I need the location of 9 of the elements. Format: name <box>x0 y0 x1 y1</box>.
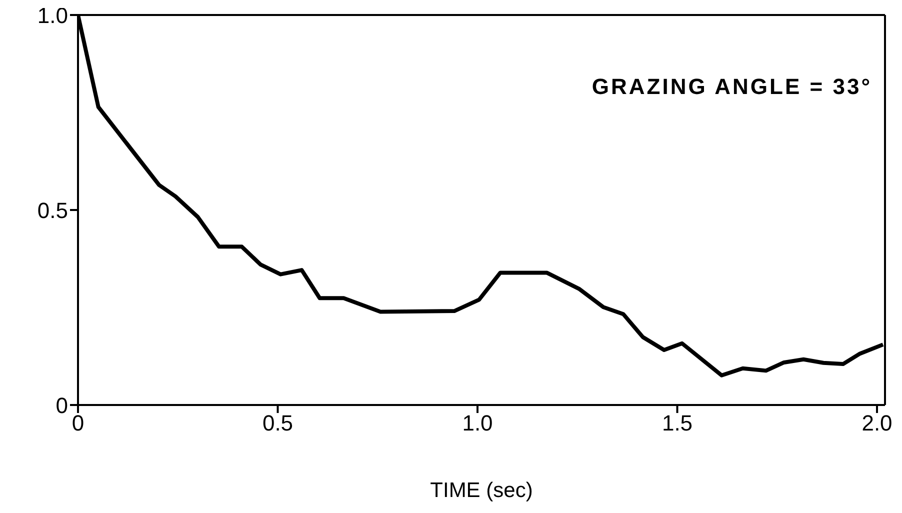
x-tick-label: 0 <box>72 410 84 436</box>
annotation: GRAZING ANGLE = 33° <box>592 74 872 100</box>
x-tick-label: 0.5 <box>262 410 294 436</box>
x-axis-title: TIME (sec) <box>430 479 533 502</box>
y-tick-label: 0.5 <box>37 198 68 223</box>
x-tick-label: 1.0 <box>462 410 493 436</box>
x-tick-label: 1.5 <box>662 410 693 436</box>
y-tick-label: 0 <box>56 392 68 418</box>
x-tick-label: 2.0 <box>862 410 892 436</box>
